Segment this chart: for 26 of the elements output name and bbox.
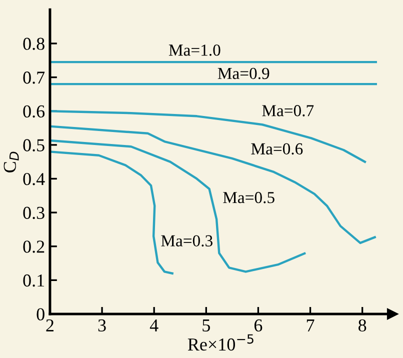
line-series bbox=[50, 139, 306, 273]
y-tick-label: 0.7 bbox=[23, 72, 45, 84]
y-tick-label: 0.8 bbox=[23, 38, 44, 50]
line-series bbox=[50, 125, 376, 244]
series-label: Ma=1.0 bbox=[168, 44, 220, 56]
y-tick-label: 0.4 bbox=[23, 172, 45, 186]
y-tick-label: 0.3 bbox=[23, 206, 44, 220]
x-tick-label: 4 bbox=[150, 319, 158, 332]
y-tick-label: 0.1 bbox=[23, 274, 44, 287]
y-tick-label: 0 bbox=[36, 308, 44, 320]
y-axis-title: C$_{D}$ bbox=[4, 152, 19, 172]
x-tick-label: 6 bbox=[254, 319, 262, 332]
x-tick-label: 8 bbox=[358, 319, 366, 332]
y-tick-label: 0.2 bbox=[23, 240, 44, 253]
x-tick-label: 3 bbox=[98, 319, 106, 332]
x-tick-label: 5 bbox=[202, 320, 210, 332]
series-label: Ma=0.5 bbox=[223, 192, 274, 204]
x-tick-label: 7 bbox=[306, 320, 314, 332]
series-label: Ma=0.7 bbox=[262, 105, 314, 116]
x-axis-title: Re×10$^{−5}$ bbox=[188, 334, 254, 351]
series-label: Ma=0.6 bbox=[251, 143, 303, 155]
y-tick-label: 0.5 bbox=[23, 139, 44, 152]
y-tick-label: 0.6 bbox=[23, 105, 45, 118]
x-tick-label: 2 bbox=[46, 319, 54, 332]
series-label: Ma=0.9 bbox=[218, 68, 270, 80]
series-label: Ma=0.3 bbox=[161, 235, 212, 247]
